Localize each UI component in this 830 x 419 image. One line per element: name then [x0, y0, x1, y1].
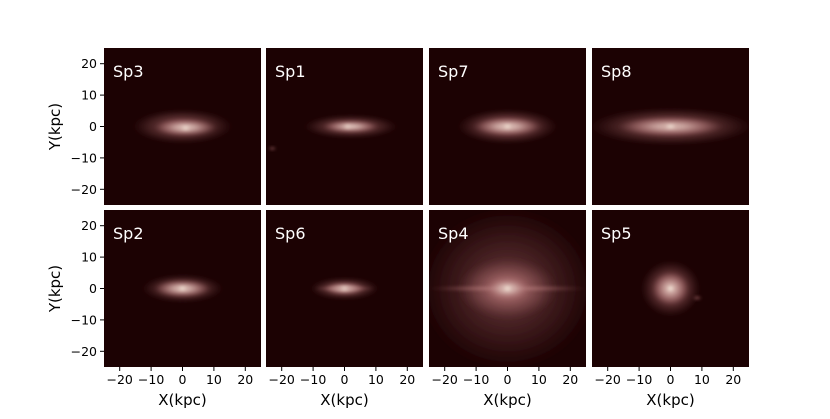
y-tick-label: 20 — [81, 218, 97, 233]
y-tick-label: 0 — [89, 119, 97, 134]
density-component — [664, 282, 677, 295]
x-tick-label: −20 — [269, 372, 295, 387]
x-tick-label: 10 — [206, 372, 222, 387]
y-tick-label: −10 — [71, 150, 97, 165]
x-tick-label: −10 — [626, 372, 652, 387]
panel-sp4: Sp4 −20 −10 0 10 20 X(kpc) — [429, 210, 586, 409]
density-component — [499, 123, 516, 130]
panel-label: Sp5 — [601, 224, 632, 243]
panel-label: Sp1 — [275, 62, 306, 81]
x-tick-label: 10 — [694, 372, 710, 387]
panel-label: Sp6 — [275, 224, 306, 243]
x-tick-label: 10 — [531, 372, 547, 387]
density-component — [692, 296, 702, 300]
x-tick-label: 20 — [725, 372, 741, 387]
x-tick-label: −20 — [107, 372, 133, 387]
x-tick-label: 0 — [179, 372, 187, 387]
density-component — [341, 123, 354, 130]
panel-label: Sp7 — [438, 62, 469, 81]
x-tick-label: 10 — [368, 372, 384, 387]
x-axis-label: X(kpc) — [158, 391, 206, 409]
x-tick-label: 20 — [237, 372, 253, 387]
x-tick-label: −10 — [463, 372, 489, 387]
panel-sp6: Sp6 −20 −10 0 10 20 X(kpc) — [266, 210, 423, 409]
y-tick-label: −20 — [71, 182, 97, 197]
y-tick-label: 0 — [89, 281, 97, 296]
panel-label: Sp8 — [601, 62, 632, 81]
panel-label: Sp3 — [113, 62, 144, 81]
density-component — [174, 285, 191, 292]
y-tick-label: −10 — [71, 312, 97, 327]
x-tick-label: 0 — [504, 372, 512, 387]
panel-label: Sp2 — [113, 224, 144, 243]
y-axis-label: Y(kpc) — [46, 103, 64, 151]
panel-label: Sp4 — [438, 224, 469, 243]
x-tick-label: −10 — [138, 372, 164, 387]
x-tick-label: 0 — [667, 372, 675, 387]
panel-sp3: Sp3 −20 −10 0 10 20 Y(kpc) — [46, 48, 261, 205]
panel-sp1: Sp1 — [266, 48, 423, 205]
panel-sp7: Sp7 — [429, 48, 586, 205]
y-tick-label: 10 — [81, 250, 97, 265]
x-tick-label: −20 — [432, 372, 458, 387]
x-tick-label: 0 — [341, 372, 349, 387]
density-component — [661, 123, 680, 130]
x-axis-label: X(kpc) — [483, 391, 531, 409]
x-tick-label: −10 — [300, 372, 326, 387]
x-axis-label: X(kpc) — [646, 391, 694, 409]
y-axis-label: Y(kpc) — [46, 265, 64, 313]
panel-sp2: Sp2 −20 −10 0 10 20 X(kpc) −20 −10 0 10 20 Y(kpc) — [46, 210, 261, 409]
x-tick-label: 20 — [399, 372, 415, 387]
density-component — [177, 124, 194, 132]
density-component — [499, 284, 516, 293]
x-tick-label: −20 — [595, 372, 621, 387]
x-axis-label: X(kpc) — [320, 391, 368, 409]
panel-sp5: Sp5 −20 −10 0 10 20 X(kpc) — [592, 210, 749, 409]
density-component — [338, 285, 351, 292]
density-component — [268, 146, 277, 151]
panel-sp8: Sp8 — [592, 48, 749, 205]
y-tick-label: 20 — [81, 56, 97, 71]
y-tick-label: 10 — [81, 88, 97, 103]
y-tick-label: −20 — [71, 344, 97, 359]
x-tick-label: 20 — [562, 372, 578, 387]
